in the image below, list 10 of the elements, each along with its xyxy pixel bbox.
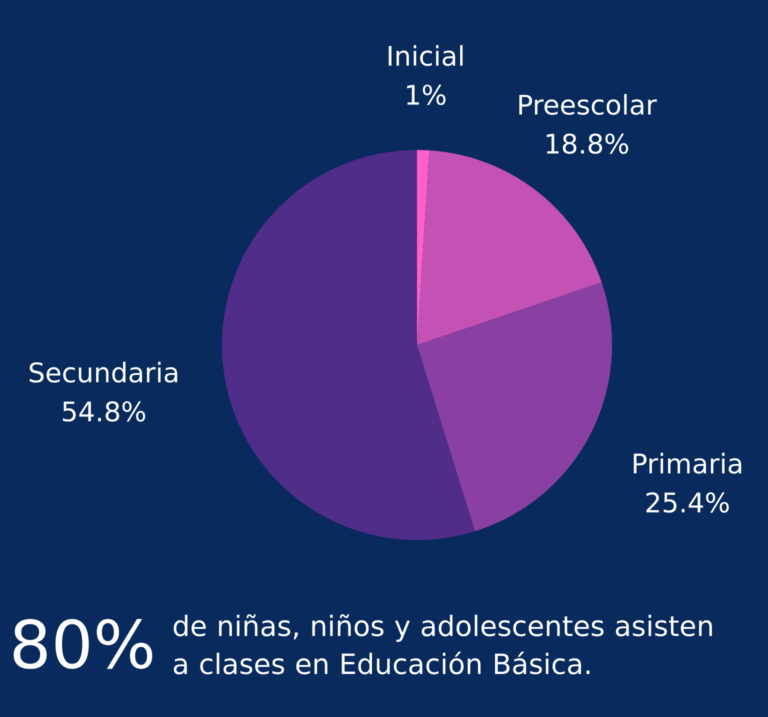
slice-label: Secundaria [30, 362, 178, 383]
text: 80% [14, 619, 152, 669]
data-label: 18.8% [546, 133, 628, 154]
data-label: 1% [407, 84, 446, 106]
data-label: 25.4% [646, 492, 729, 513]
slice-label: Inicial [388, 45, 463, 66]
slice-label: Primaria [634, 452, 742, 474]
data-label: 54.8% [62, 401, 146, 422]
text: de niñas, niños y adolescentes asisten a clases en Educación Básica. [174, 614, 712, 674]
slice-label: Preescolar [519, 94, 657, 115]
